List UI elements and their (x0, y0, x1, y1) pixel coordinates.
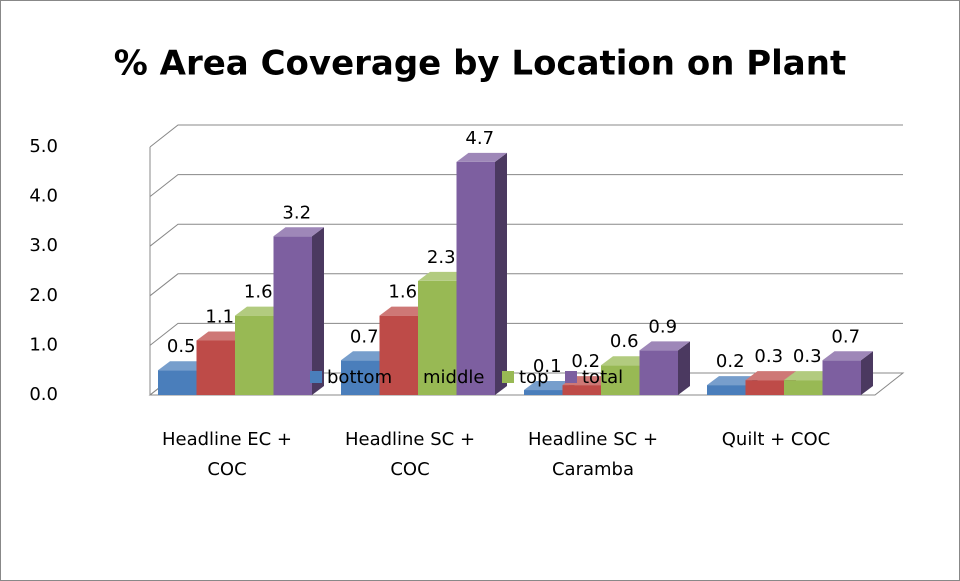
bar-top (235, 306, 286, 316)
bar-top (158, 361, 209, 371)
grid-line (149, 223, 903, 247)
bar (235, 315, 274, 395)
data-label: 0.2 (571, 351, 600, 372)
data-label: 0.5 (167, 336, 196, 357)
y-tick-label: 1.0 (29, 334, 58, 355)
data-label: 1.1 (205, 306, 234, 327)
data-label: 0.7 (831, 326, 860, 347)
bar (196, 340, 235, 395)
y-tick-label: 5.0 (29, 136, 58, 157)
bar-side (861, 351, 873, 395)
data-label: 0.9 (648, 316, 677, 337)
bar (341, 360, 380, 395)
data-label: 0.3 (793, 346, 822, 367)
bar (822, 360, 861, 395)
bar-top (196, 331, 247, 341)
bar (601, 365, 640, 395)
grid-line (149, 174, 903, 197)
bar-top (784, 371, 835, 381)
bar (456, 161, 495, 395)
data-label: 1.6 (244, 282, 273, 303)
legend-swatch (310, 371, 322, 383)
bar (562, 385, 601, 395)
bar-top (379, 306, 430, 316)
data-label: 1.6 (388, 282, 417, 303)
grid-line (149, 322, 903, 346)
legend-label: top (519, 367, 549, 388)
y-tick-label: 4.0 (29, 186, 58, 207)
legend-swatch (502, 371, 514, 383)
grid-line (149, 124, 903, 148)
legend-label: total (582, 367, 623, 388)
x-tick-label: Quilt + COC (721, 429, 831, 450)
x-tick-label: Headline EC + COC (161, 429, 293, 480)
data-label: 0.1 (533, 356, 562, 377)
bar-top (273, 227, 324, 237)
data-label: 2.3 (427, 247, 456, 268)
bar-top (418, 271, 469, 281)
data-label: 4.7 (465, 128, 494, 149)
bar (707, 385, 746, 395)
grid-line (149, 273, 903, 297)
chart-title: % Area Coverage by Location on Plant (114, 44, 846, 84)
bar (524, 390, 563, 395)
bar-side (495, 152, 507, 395)
x-tick-label: Headline SC + Caramba (527, 429, 659, 480)
data-label: 0.6 (610, 331, 639, 352)
y-tick-label: 3.0 (29, 235, 58, 256)
bar (273, 236, 312, 395)
x-tick-label: Headline SC + COC (344, 429, 476, 480)
bar (784, 380, 823, 395)
y-tick-label: 2.0 (29, 285, 58, 306)
bar (639, 350, 678, 395)
bar (418, 280, 457, 395)
bar-top (639, 341, 690, 351)
bar-side (312, 227, 324, 395)
bar-top (341, 351, 392, 361)
bar-side (678, 341, 690, 395)
bar-top (822, 351, 873, 361)
legend-label: middle (423, 367, 484, 388)
legend-swatch (406, 371, 418, 383)
bar (158, 370, 197, 395)
legend-label: bottom (327, 367, 392, 388)
data-label: 3.2 (282, 202, 311, 223)
data-label: 0.2 (716, 351, 745, 372)
legend-swatch (565, 371, 577, 383)
bar-top (745, 371, 796, 381)
data-label: 0.3 (754, 346, 783, 367)
bar-top (601, 356, 652, 366)
data-label: 0.7 (350, 326, 379, 347)
y-tick-label: 0.0 (29, 384, 58, 405)
bar-top (707, 376, 758, 386)
bar-top (456, 152, 507, 162)
bar-top (524, 381, 575, 391)
bar (745, 380, 784, 395)
